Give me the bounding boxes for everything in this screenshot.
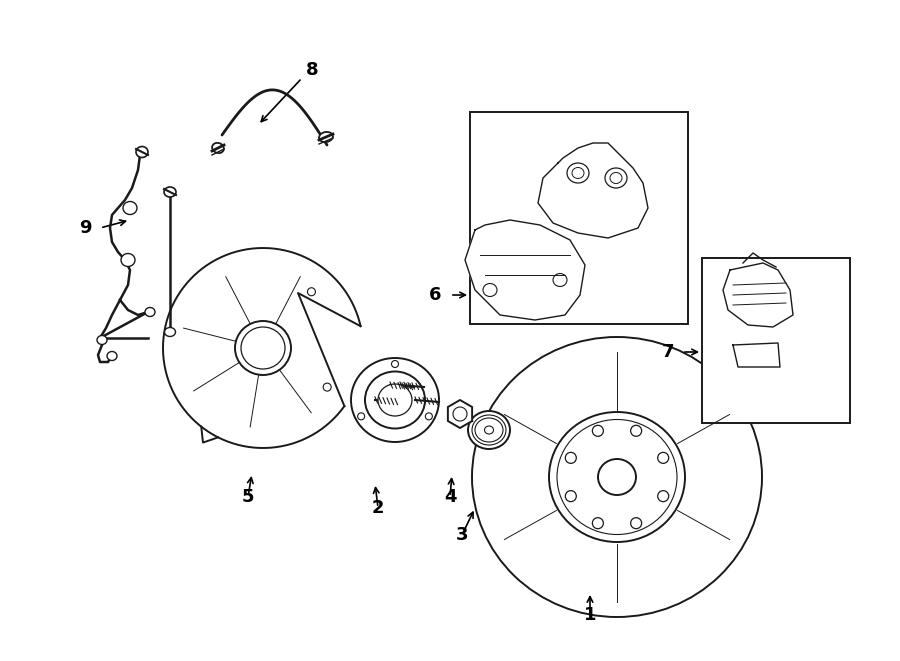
Polygon shape	[448, 400, 472, 428]
Ellipse shape	[567, 163, 589, 183]
Ellipse shape	[598, 459, 636, 495]
Ellipse shape	[468, 411, 510, 449]
Text: 8: 8	[306, 61, 319, 79]
Ellipse shape	[308, 288, 315, 295]
Ellipse shape	[605, 168, 627, 188]
Bar	[702, 258, 850, 423]
Ellipse shape	[392, 360, 399, 368]
Ellipse shape	[631, 518, 642, 529]
Text: 6: 6	[428, 286, 441, 304]
Ellipse shape	[136, 147, 148, 157]
Ellipse shape	[121, 254, 135, 266]
Ellipse shape	[123, 202, 137, 215]
Ellipse shape	[97, 336, 107, 344]
Ellipse shape	[631, 425, 642, 436]
Bar	[470, 112, 688, 324]
Ellipse shape	[426, 413, 432, 420]
Ellipse shape	[378, 384, 412, 416]
Polygon shape	[465, 220, 585, 320]
Polygon shape	[538, 143, 648, 238]
Ellipse shape	[165, 327, 176, 336]
Text: 4: 4	[444, 488, 456, 506]
Ellipse shape	[145, 307, 155, 317]
Ellipse shape	[592, 425, 603, 436]
Ellipse shape	[658, 490, 669, 502]
Polygon shape	[723, 263, 793, 327]
Polygon shape	[733, 343, 780, 367]
Ellipse shape	[483, 284, 497, 297]
Text: 1: 1	[584, 606, 596, 624]
Ellipse shape	[351, 358, 439, 442]
Ellipse shape	[565, 490, 576, 502]
Ellipse shape	[323, 383, 331, 391]
Ellipse shape	[592, 518, 603, 529]
Ellipse shape	[658, 452, 669, 463]
Text: 2: 2	[372, 499, 384, 517]
Text: 3: 3	[455, 526, 468, 544]
Ellipse shape	[484, 426, 493, 434]
Ellipse shape	[235, 321, 291, 375]
Text: 9: 9	[79, 219, 91, 237]
Ellipse shape	[357, 413, 364, 420]
Ellipse shape	[320, 132, 333, 142]
Ellipse shape	[365, 371, 425, 428]
Text: 5: 5	[242, 488, 254, 506]
Ellipse shape	[472, 337, 762, 617]
Ellipse shape	[212, 143, 224, 153]
Ellipse shape	[565, 452, 576, 463]
Ellipse shape	[553, 274, 567, 286]
Ellipse shape	[107, 352, 117, 360]
Text: 7: 7	[662, 343, 674, 361]
Ellipse shape	[164, 187, 176, 197]
